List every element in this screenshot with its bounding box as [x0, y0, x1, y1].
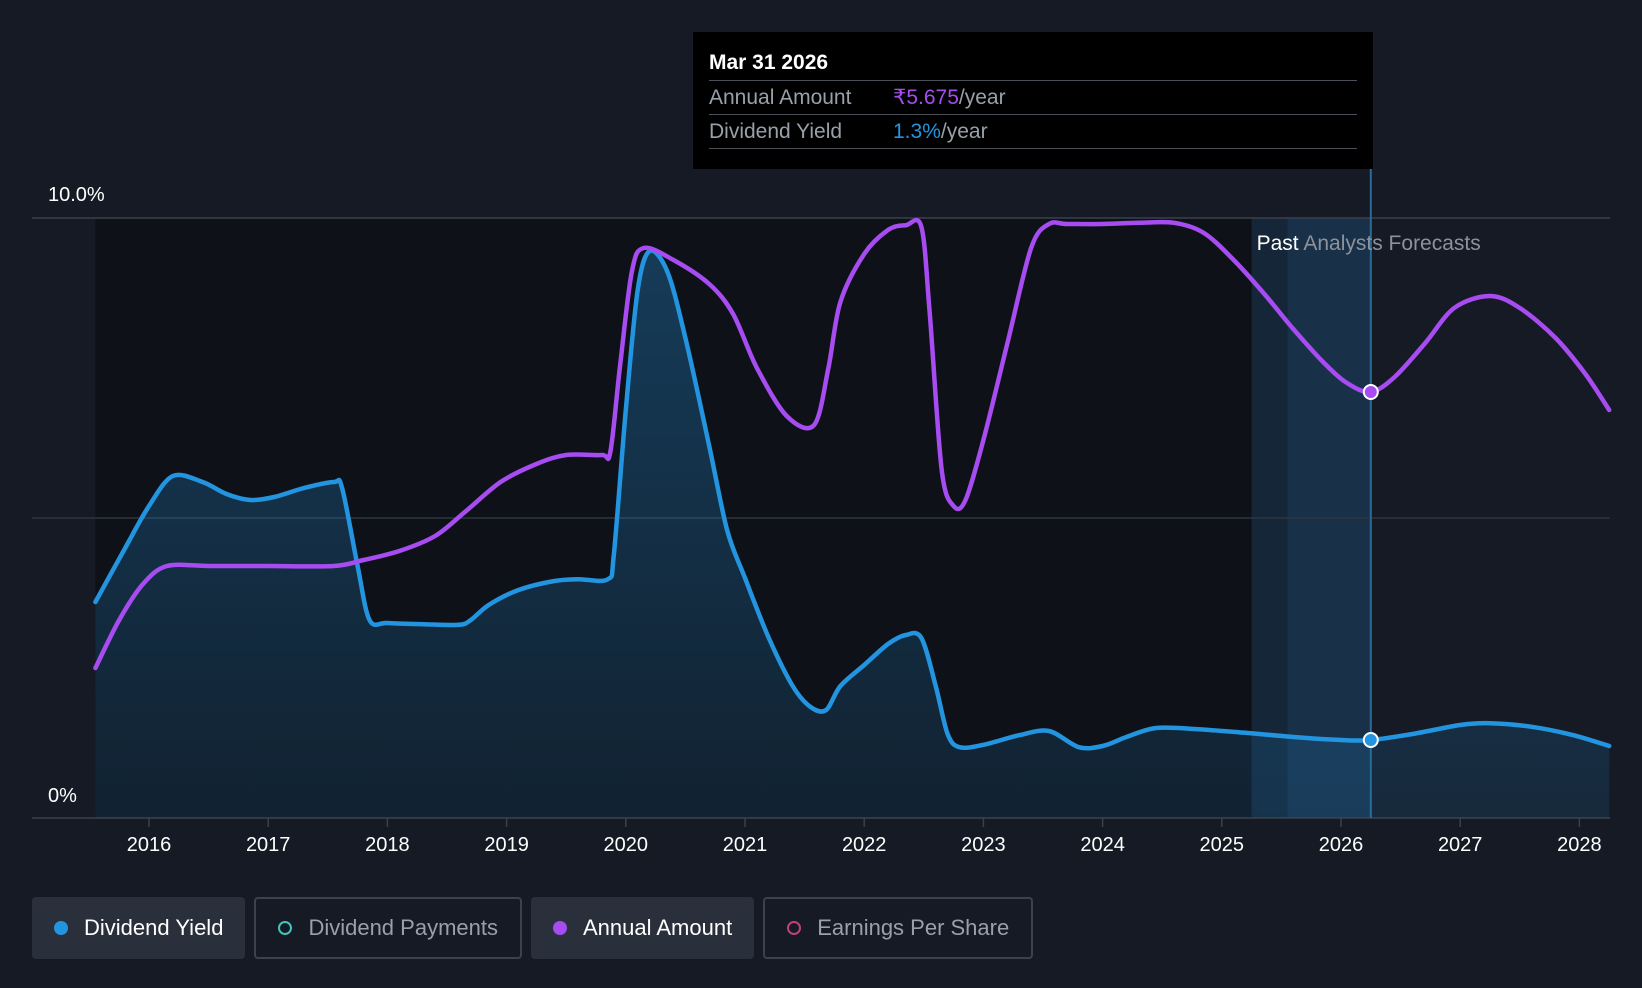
- tooltip-label: Annual Amount: [709, 86, 852, 109]
- tooltip-unit: /year: [958, 86, 1006, 109]
- dividend-yield-area: [95, 250, 1610, 819]
- dividend-yield-line: [93, 248, 1612, 751]
- annual-amount-cursor-marker: [1362, 384, 1379, 400]
- legend-item-dividend-yield[interactable]: Dividend Yield: [32, 897, 246, 959]
- legend-dot-icon: [552, 921, 567, 935]
- x-tick-label: 2027: [1438, 834, 1483, 856]
- tooltip-date: Mar 31 2026: [709, 46, 1357, 81]
- x-tick-label: 2018: [365, 834, 410, 856]
- x-tick-label: 2022: [842, 834, 887, 856]
- legend-label: Dividend Yield: [84, 915, 224, 940]
- legend-dot-icon: [278, 921, 293, 935]
- tooltip-row-dividend-yield: Dividend Yield 1.3% /year: [709, 115, 1357, 149]
- tooltip-unit: /year: [940, 120, 988, 143]
- legend-dot-icon: [787, 921, 802, 935]
- x-tick-label: 2026: [1319, 834, 1364, 856]
- x-tick-label: 2021: [723, 834, 768, 856]
- x-tick-label: 2019: [484, 834, 529, 856]
- legend-label: Annual Amount: [582, 915, 733, 940]
- dividend-yield-cursor-marker: [1362, 732, 1379, 748]
- tooltip-label: Dividend Yield: [709, 120, 843, 143]
- legend-label: Dividend Payments: [308, 915, 498, 940]
- legend: Dividend Yield Dividend Payments Annual …: [32, 897, 1042, 959]
- legend-label: Earnings Per Share: [817, 915, 1010, 940]
- tooltip: Mar 31 2026 Annual Amount ₹5.675 /year D…: [693, 32, 1373, 169]
- y-axis-bottom-label: 0%: [48, 785, 77, 807]
- legend-item-annual-amount[interactable]: Annual Amount: [530, 897, 755, 959]
- forecast-label: Analysts Forecasts: [1303, 232, 1480, 255]
- x-tick-label: 2028: [1557, 834, 1602, 856]
- x-tick-label: 2020: [604, 834, 649, 856]
- y-axis-top-label: 10.0%: [48, 184, 105, 206]
- tooltip-value: ₹5.675: [893, 86, 959, 109]
- annual-amount-line: [93, 217, 1612, 671]
- x-tick-label: 2024: [1080, 834, 1125, 856]
- x-tick-label: 2025: [1200, 834, 1245, 856]
- x-tick-label: 2016: [127, 834, 172, 856]
- x-tick-label: 2023: [961, 834, 1006, 856]
- legend-item-dividend-payments[interactable]: Dividend Payments: [254, 897, 522, 959]
- legend-dot-icon: [54, 921, 68, 935]
- tooltip-value: 1.3%: [893, 120, 941, 143]
- tooltip-row-annual-amount: Annual Amount ₹5.675 /year: [709, 81, 1357, 115]
- legend-item-earnings-per-share[interactable]: Earnings Per Share: [763, 897, 1034, 959]
- x-tick-label: 2017: [246, 834, 291, 856]
- past-label: Past: [1257, 232, 1299, 255]
